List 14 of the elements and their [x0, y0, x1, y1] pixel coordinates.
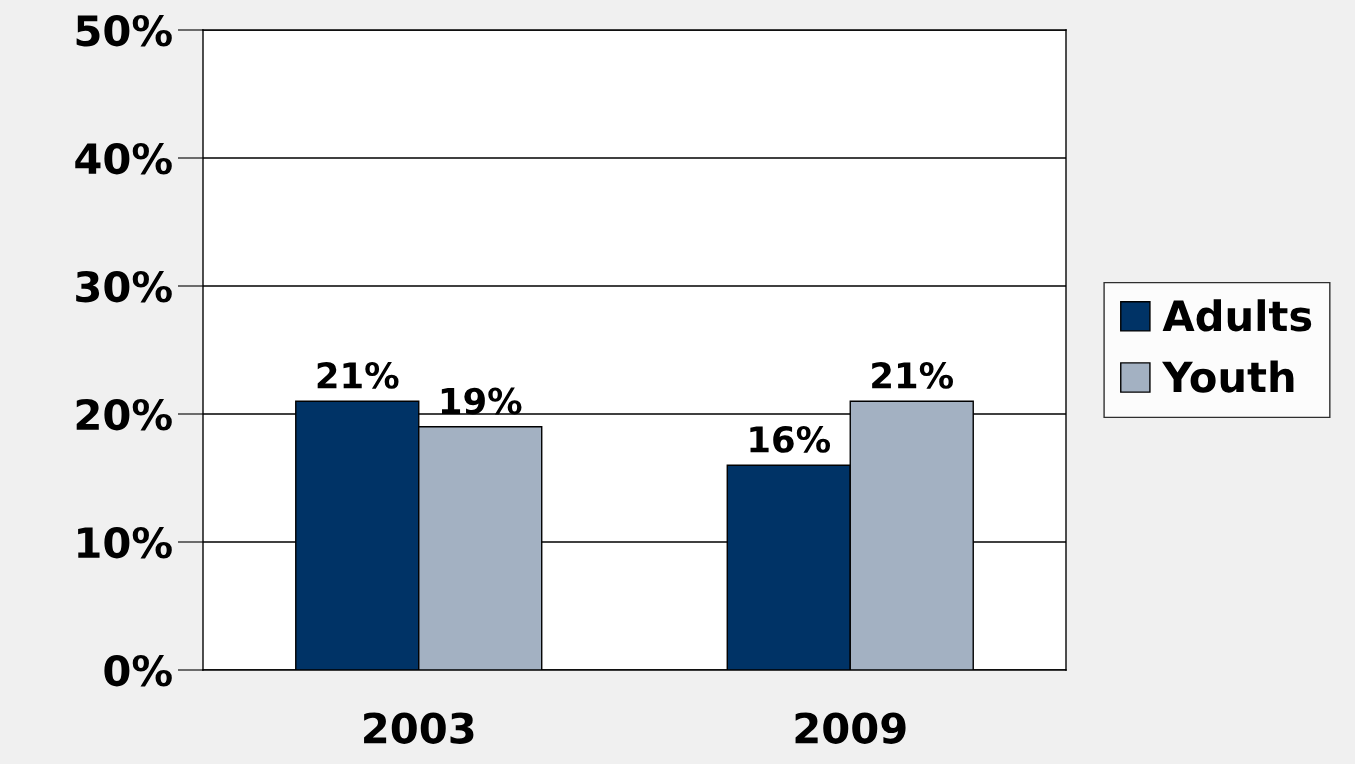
y-tick-label: 40%	[75, 142, 172, 175]
data-label: 16%	[750, 425, 831, 453]
y-tick-label: 20%	[76, 398, 172, 431]
data-label: 19%	[441, 387, 522, 415]
x-tick-label: 2009	[795, 712, 906, 744]
y-tick-label: 50%	[76, 14, 172, 47]
data-label: 21%	[317, 361, 399, 389]
legend-label: Youth	[1162, 360, 1294, 393]
data-label: 21%	[872, 361, 953, 389]
y-tick-label: 10%	[78, 526, 172, 559]
legend-label: Adults	[1162, 299, 1312, 332]
y-tick-label: 0%	[104, 654, 172, 687]
y-tick-label: 30%	[76, 270, 172, 303]
x-tick-label: 2003	[364, 712, 474, 744]
